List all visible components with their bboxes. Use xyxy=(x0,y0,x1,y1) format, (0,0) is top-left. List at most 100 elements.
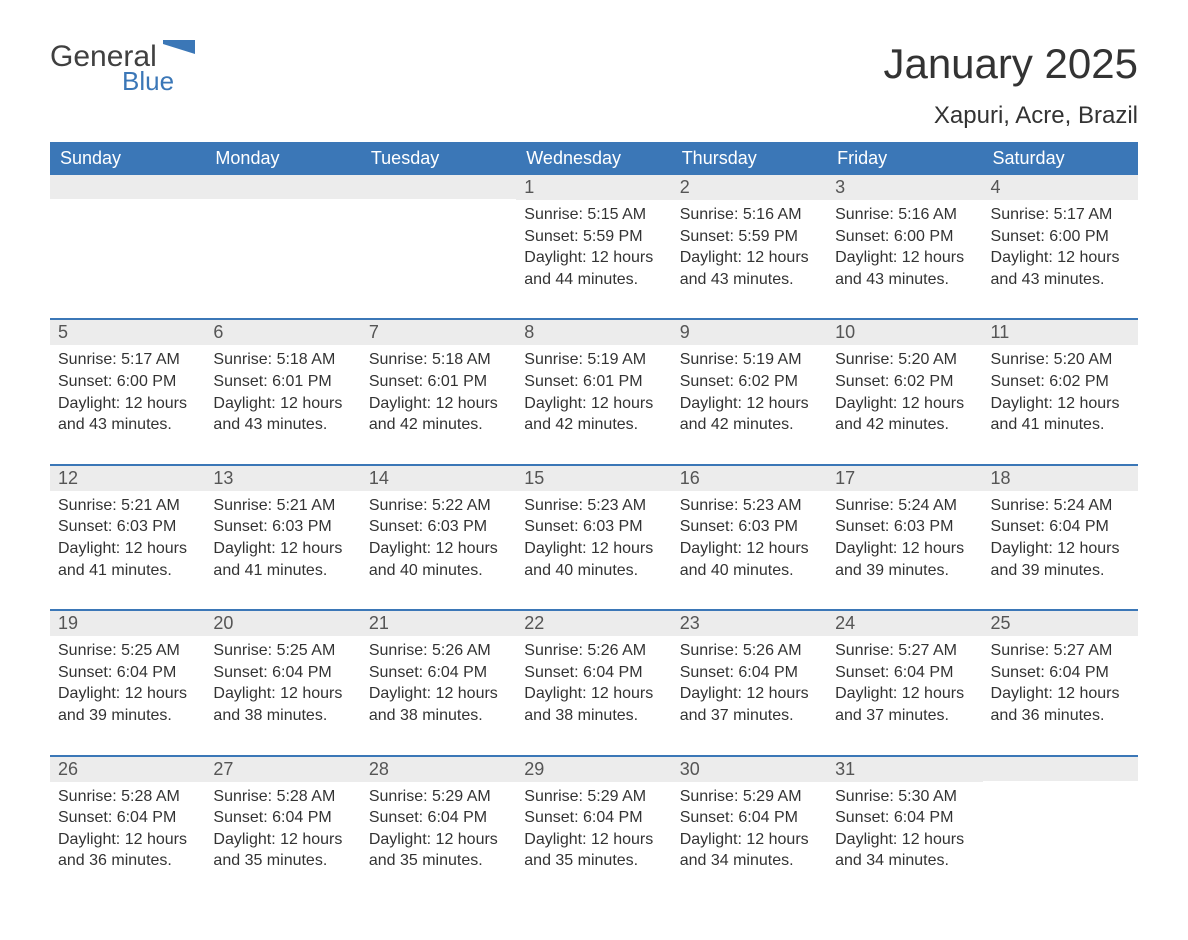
col-tuesday: Tuesday xyxy=(361,142,516,175)
daylight-text: Daylight: 12 hours and 35 minutes. xyxy=(369,829,508,872)
calendar-week: 5Sunrise: 5:17 AMSunset: 6:00 PMDaylight… xyxy=(50,319,1138,464)
col-sunday: Sunday xyxy=(50,142,205,175)
day-number: 19 xyxy=(50,611,205,636)
sunrise-text: Sunrise: 5:22 AM xyxy=(369,495,508,517)
day-body: Sunrise: 5:28 AMSunset: 6:04 PMDaylight:… xyxy=(205,782,360,872)
daylight-text: Daylight: 12 hours and 38 minutes. xyxy=(369,683,508,726)
sunrise-text: Sunrise: 5:21 AM xyxy=(213,495,352,517)
daylight-text: Daylight: 12 hours and 42 minutes. xyxy=(835,393,974,436)
sunset-text: Sunset: 6:00 PM xyxy=(58,371,197,393)
sunrise-text: Sunrise: 5:17 AM xyxy=(991,204,1130,226)
day-number: 7 xyxy=(361,320,516,345)
day-number: 24 xyxy=(827,611,982,636)
col-friday: Friday xyxy=(827,142,982,175)
sunrise-text: Sunrise: 5:26 AM xyxy=(524,640,663,662)
calendar-cell xyxy=(205,175,360,319)
sunrise-text: Sunrise: 5:28 AM xyxy=(58,786,197,808)
col-thursday: Thursday xyxy=(672,142,827,175)
sunrise-text: Sunrise: 5:29 AM xyxy=(524,786,663,808)
daylight-text: Daylight: 12 hours and 42 minutes. xyxy=(369,393,508,436)
calendar-cell: 18Sunrise: 5:24 AMSunset: 6:04 PMDayligh… xyxy=(983,465,1138,610)
daylight-text: Daylight: 12 hours and 42 minutes. xyxy=(680,393,819,436)
day-body: Sunrise: 5:24 AMSunset: 6:04 PMDaylight:… xyxy=(983,491,1138,581)
day-number: 14 xyxy=(361,466,516,491)
calendar-cell: 24 Sunrise: 5:27 AMSunset: 6:04 PMDayligh… xyxy=(827,610,982,755)
calendar-cell: 1Sunrise: 5:15 AMSunset: 5:59 PMDaylight… xyxy=(516,175,671,319)
sunrise-text: Sunrise: 5:19 AM xyxy=(680,349,819,371)
sunset-text: Sunset: 6:03 PM xyxy=(58,516,197,538)
sunset-text: Sunset: 6:04 PM xyxy=(524,662,663,684)
sunrise-text: Sunrise: 5:27 AM xyxy=(835,640,974,662)
day-body: Sunrise: 5:28 AMSunset: 6:04 PMDaylight:… xyxy=(50,782,205,872)
calendar-cell: 13Sunrise: 5:21 AMSunset: 6:03 PMDayligh… xyxy=(205,465,360,610)
sunrise-text: Sunrise: 5:23 AM xyxy=(680,495,819,517)
daylight-text: Daylight: 12 hours and 43 minutes. xyxy=(835,247,974,290)
calendar-cell: 25Sunrise: 5:27 AMSunset: 6:04 PMDayligh… xyxy=(983,610,1138,755)
day-number: 23 xyxy=(672,611,827,636)
sunrise-text: Sunrise: 5:20 AM xyxy=(835,349,974,371)
daylight-text: Daylight: 12 hours and 34 minutes. xyxy=(835,829,974,872)
day-number: 30 xyxy=(672,757,827,782)
calendar-cell: 11Sunrise: 5:20 AMSunset: 6:02 PMDayligh… xyxy=(983,319,1138,464)
logo-text-block: General Blue xyxy=(50,40,195,97)
calendar-cell: 5Sunrise: 5:17 AMSunset: 6:00 PMDaylight… xyxy=(50,319,205,464)
calendar-cell: 10Sunrise: 5:20 AMSunset: 6:02 PMDayligh… xyxy=(827,319,982,464)
daylight-text: Daylight: 12 hours and 43 minutes. xyxy=(213,393,352,436)
day-number: 8 xyxy=(516,320,671,345)
calendar-cell: 9Sunrise: 5:19 AMSunset: 6:02 PMDaylight… xyxy=(672,319,827,464)
day-number: 9 xyxy=(672,320,827,345)
day-body: Sunrise: 5:16 AMSunset: 5:59 PMDaylight:… xyxy=(672,200,827,290)
day-body: Sunrise: 5:20 AMSunset: 6:02 PMDaylight:… xyxy=(983,345,1138,435)
sunset-text: Sunset: 6:04 PM xyxy=(213,662,352,684)
calendar-cell: 23Sunrise: 5:26 AMSunset: 6:04 PMDayligh… xyxy=(672,610,827,755)
calendar-cell: 6Sunrise: 5:18 AMSunset: 6:01 PMDaylight… xyxy=(205,319,360,464)
calendar-cell: 15Sunrise: 5:23 AMSunset: 6:03 PMDayligh… xyxy=(516,465,671,610)
sunrise-text: Sunrise: 5:21 AM xyxy=(58,495,197,517)
day-body: Sunrise: 5:26 AMSunset: 6:04 PMDaylight:… xyxy=(516,636,671,726)
month-title: January 2025 xyxy=(883,40,1138,88)
sunrise-text: Sunrise: 5:25 AM xyxy=(58,640,197,662)
calendar-cell xyxy=(983,756,1138,900)
sunset-text: Sunset: 6:01 PM xyxy=(213,371,352,393)
sunset-text: Sunset: 6:02 PM xyxy=(991,371,1130,393)
col-wednesday: Wednesday xyxy=(516,142,671,175)
calendar-cell: 19 Sunrise: 5:25 AMSunset: 6:04 PMDayligh… xyxy=(50,610,205,755)
sunset-text: Sunset: 6:03 PM xyxy=(524,516,663,538)
day-body: Sunrise: 5:23 AMSunset: 6:03 PMDaylight:… xyxy=(516,491,671,581)
calendar-cell: 14Sunrise: 5:22 AMSunset: 6:03 PMDayligh… xyxy=(361,465,516,610)
day-number xyxy=(983,757,1138,781)
day-body: Sunrise: 5:19 AMSunset: 6:02 PMDaylight:… xyxy=(672,345,827,435)
daylight-text: Daylight: 12 hours and 40 minutes. xyxy=(680,538,819,581)
sunset-text: Sunset: 6:04 PM xyxy=(835,662,974,684)
day-number: 3 xyxy=(827,175,982,200)
sunrise-text: Sunrise: 5:20 AM xyxy=(991,349,1130,371)
sunset-text: Sunset: 6:04 PM xyxy=(58,662,197,684)
day-number: 28 xyxy=(361,757,516,782)
flag-icon xyxy=(163,40,195,67)
day-body: Sunrise: 5:18 AMSunset: 6:01 PMDaylight:… xyxy=(361,345,516,435)
day-number: 11 xyxy=(983,320,1138,345)
sunset-text: Sunset: 6:03 PM xyxy=(835,516,974,538)
calendar-cell: 16Sunrise: 5:23 AMSunset: 6:03 PMDayligh… xyxy=(672,465,827,610)
calendar-cell: 31Sunrise: 5:30 AMSunset: 6:04 PMDayligh… xyxy=(827,756,982,900)
day-body: Sunrise: 5:25 AMSunset: 6:04 PMDaylight:… xyxy=(205,636,360,726)
day-number: 27 xyxy=(205,757,360,782)
sunset-text: Sunset: 5:59 PM xyxy=(680,226,819,248)
logo: General Blue xyxy=(50,40,195,97)
day-body xyxy=(205,199,360,279)
daylight-text: Daylight: 12 hours and 37 minutes. xyxy=(680,683,819,726)
sunset-text: Sunset: 6:03 PM xyxy=(369,516,508,538)
daylight-text: Daylight: 12 hours and 43 minutes. xyxy=(991,247,1130,290)
day-body: Sunrise: 5:19 AMSunset: 6:01 PMDaylight:… xyxy=(516,345,671,435)
day-body: Sunrise: 5:15 AMSunset: 5:59 PMDaylight:… xyxy=(516,200,671,290)
sunset-text: Sunset: 6:01 PM xyxy=(524,371,663,393)
calendar-header: Sunday Monday Tuesday Wednesday Thursday… xyxy=(50,142,1138,175)
day-number: 12 xyxy=(50,466,205,491)
sunset-text: Sunset: 6:01 PM xyxy=(369,371,508,393)
day-body: Sunrise: 5:18 AMSunset: 6:01 PMDaylight:… xyxy=(205,345,360,435)
daylight-text: Daylight: 12 hours and 39 minutes. xyxy=(58,683,197,726)
calendar-cell: 30Sunrise: 5:29 AMSunset: 6:04 PMDayligh… xyxy=(672,756,827,900)
day-body: Sunrise: 5:23 AMSunset: 6:03 PMDaylight:… xyxy=(672,491,827,581)
daylight-text: Daylight: 12 hours and 37 minutes. xyxy=(835,683,974,726)
day-body: Sunrise: 5:29 AMSunset: 6:04 PMDaylight:… xyxy=(361,782,516,872)
